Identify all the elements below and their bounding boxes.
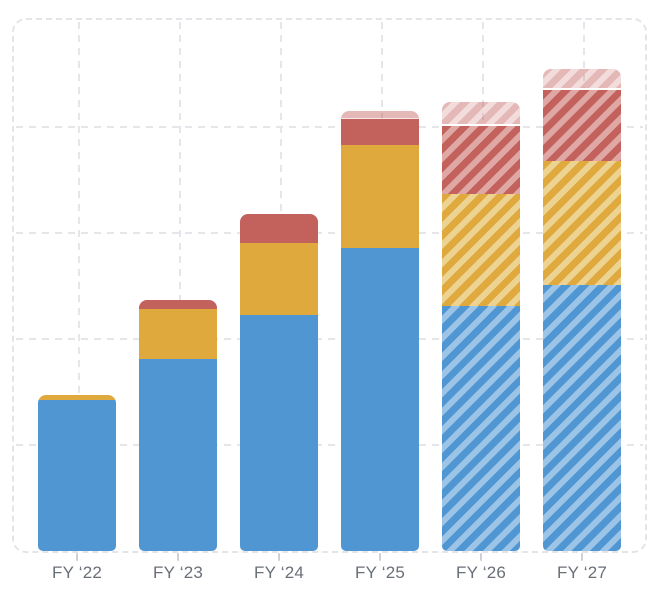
segment-red-overlay-cap <box>543 69 621 90</box>
segment-red-overlay-cap <box>341 110 419 120</box>
x-axis-tick <box>379 553 381 561</box>
x-axis-label-fy22: FY ‘22 <box>51 563 103 582</box>
bar-fy24 <box>240 214 318 551</box>
x-axis-label-fy23: FY ‘23 <box>152 563 204 582</box>
segment-gold-middle-segment <box>543 160 621 286</box>
gridline-horizontal <box>16 232 643 234</box>
segment-gold-middle-segment <box>139 308 217 359</box>
segment-gold-middle-segment <box>442 193 520 307</box>
bar-fy23 <box>139 300 217 551</box>
x-axis-tick <box>480 553 482 561</box>
bar-fy26 <box>442 102 520 551</box>
gridline-horizontal <box>16 444 643 446</box>
x-axis-tick <box>581 553 583 561</box>
segment-blue-base-segment <box>240 314 318 551</box>
segment-gold-middle-segment <box>341 144 419 249</box>
segment-blue-base-segment <box>139 358 217 551</box>
segment-blue-base-segment <box>38 400 116 551</box>
bar-fy25 <box>341 110 419 551</box>
x-axis-tick <box>177 553 179 561</box>
x-axis-label-fy24: FY ‘24 <box>253 563 305 582</box>
segment-red-top-segment <box>341 119 419 145</box>
x-axis-tick <box>76 553 78 561</box>
segment-blue-base-segment <box>543 285 621 551</box>
gridline-vertical <box>179 22 181 549</box>
gridline-vertical <box>78 22 80 549</box>
segment-red-top-segment <box>139 300 217 309</box>
segment-gold-middle-segment <box>240 242 318 315</box>
segment-blue-base-segment <box>442 306 520 551</box>
gridline-horizontal <box>16 338 643 340</box>
segment-red-top-segment <box>442 125 520 194</box>
segment-red-top-segment <box>543 89 621 161</box>
bar-fy27 <box>543 69 621 551</box>
x-axis-tick <box>278 553 280 561</box>
segment-gold-middle-segment <box>38 394 116 401</box>
x-axis-label-fy27: FY ‘27 <box>556 563 608 582</box>
segment-blue-base-segment <box>341 248 419 551</box>
segment-red-overlay-cap <box>442 102 520 126</box>
x-axis-label-fy26: FY ‘26 <box>455 563 507 582</box>
gridline-horizontal <box>16 126 643 128</box>
segment-red-top-segment <box>240 214 318 243</box>
bar-fy22 <box>38 394 116 551</box>
x-axis-label-fy25: FY ‘25 <box>354 563 406 582</box>
